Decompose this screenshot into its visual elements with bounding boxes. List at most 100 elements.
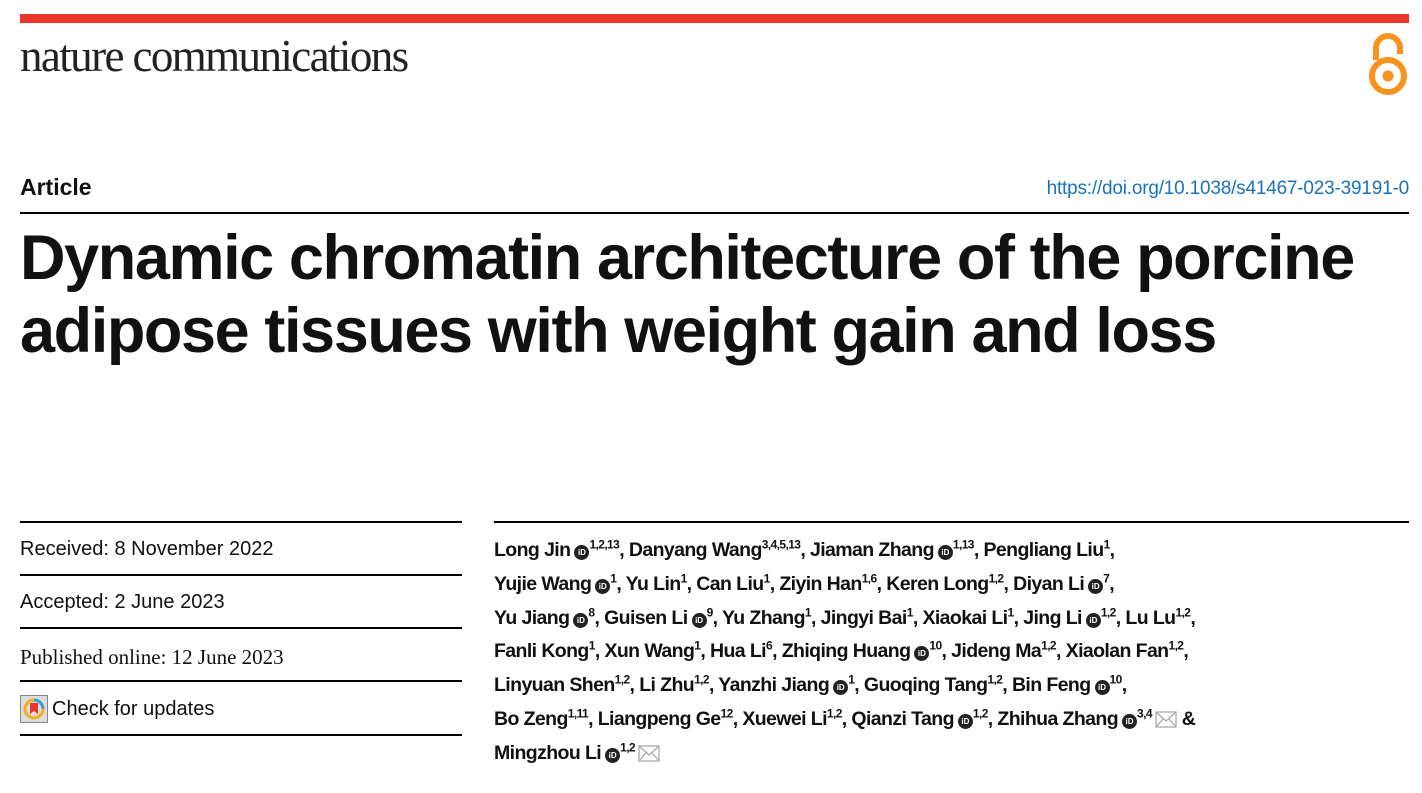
orcid-icon[interactable]: iD bbox=[1088, 578, 1104, 594]
author-name: Fanli Kong bbox=[494, 640, 589, 663]
author-separator: , bbox=[854, 674, 864, 697]
author-name: Yanzhi Jiang bbox=[718, 674, 830, 697]
author[interactable]: Pengliang Liu1 bbox=[984, 539, 1111, 562]
author-separator: , bbox=[1013, 606, 1024, 629]
orcid-icon[interactable]: iD bbox=[833, 680, 849, 696]
divider bbox=[20, 574, 462, 576]
check-for-updates-icon bbox=[20, 695, 48, 723]
author[interactable]: Jideng Ma1,2 bbox=[951, 640, 1056, 663]
author-name: Yu Zhang bbox=[721, 606, 806, 629]
affiliation-superscript: 10 bbox=[1109, 672, 1123, 687]
author[interactable]: Keren Long1,2 bbox=[886, 572, 1004, 595]
affiliation-superscript: 8 bbox=[588, 605, 595, 620]
author-separator: , bbox=[712, 606, 722, 629]
author[interactable]: Jing Li iD1,2 bbox=[1023, 605, 1116, 629]
affiliation-superscript: 1 bbox=[1007, 605, 1015, 620]
orcid-icon[interactable]: iD bbox=[1085, 612, 1101, 628]
affiliation-superscript: 9 bbox=[706, 605, 714, 620]
author-separator: , bbox=[841, 707, 852, 730]
author-separator: , bbox=[941, 640, 952, 663]
author[interactable]: Danyang Wang3,4,5,13 bbox=[629, 539, 801, 562]
author[interactable]: Fanli Kong1 bbox=[494, 640, 595, 663]
affiliation-superscript: 1,2 bbox=[1100, 605, 1116, 620]
orcid-icon[interactable]: iD bbox=[914, 646, 930, 662]
author[interactable]: Yu Jiang iD8 bbox=[494, 605, 595, 629]
orcid-icon[interactable]: iD bbox=[937, 545, 953, 560]
author-name: Bo Zeng bbox=[494, 707, 568, 730]
doi-link[interactable]: https://doi.org/10.1038/s41467-023-39191… bbox=[1046, 178, 1410, 199]
author-separator: , bbox=[769, 572, 780, 595]
author-separator: , bbox=[594, 640, 605, 663]
author[interactable]: Zhihua Zhang iD3,4 bbox=[997, 707, 1177, 730]
affiliation-superscript: 1 bbox=[680, 571, 688, 586]
author[interactable]: Xiaokai Li1 bbox=[922, 605, 1015, 629]
author-name: Xiaolan Fan bbox=[1065, 640, 1169, 663]
author[interactable]: Liangpeng Ge12 bbox=[598, 707, 734, 730]
author-separator: & bbox=[1176, 707, 1196, 730]
affiliation-superscript: 1 bbox=[848, 672, 855, 687]
email-icon[interactable] bbox=[638, 741, 660, 771]
author[interactable]: Jiaman Zhang iD1,13 bbox=[810, 539, 974, 562]
orcid-icon[interactable]: iD bbox=[605, 747, 621, 763]
author[interactable]: Can Liu1 bbox=[696, 572, 770, 595]
author-separator: , bbox=[708, 674, 719, 697]
divider bbox=[20, 680, 462, 682]
accepted-date: Accepted: 2 June 2023 bbox=[20, 591, 225, 613]
author-name: Ziyin Han bbox=[779, 572, 862, 595]
author-separator: , bbox=[1183, 640, 1189, 663]
author[interactable]: Lu Lu1,2 bbox=[1125, 606, 1191, 629]
author[interactable]: Xiaolan Fan1,2 bbox=[1065, 640, 1184, 663]
affiliation-superscript: 1,2 bbox=[614, 672, 630, 687]
author[interactable]: Long Jin iD1,2,13 bbox=[494, 537, 620, 562]
author[interactable]: Guisen Li iD9 bbox=[604, 605, 714, 629]
journal-name[interactable]: nature communications bbox=[20, 31, 409, 81]
email-icon[interactable] bbox=[1155, 707, 1177, 737]
affiliation-superscript: 6 bbox=[765, 638, 773, 653]
author-separator: , bbox=[772, 640, 782, 663]
author[interactable]: Zhiqing Huang iD10 bbox=[782, 640, 942, 663]
author-line: Long Jin iD1,2,13, Danyang Wang3,4,5,13, … bbox=[494, 535, 1195, 569]
author-separator: , bbox=[700, 640, 710, 663]
author-name: Li Zhu bbox=[639, 674, 695, 697]
author-separator: , bbox=[810, 606, 821, 629]
divider bbox=[20, 521, 462, 523]
author[interactable]: Bin Feng iD10 bbox=[1012, 672, 1123, 697]
author[interactable]: Xun Wang1 bbox=[604, 640, 700, 663]
author-name: Hua Li bbox=[709, 640, 767, 663]
orcid-icon[interactable]: iD bbox=[573, 612, 589, 628]
author[interactable]: Guoqing Tang1,2 bbox=[864, 674, 1003, 697]
author-name: Yu Lin bbox=[625, 572, 682, 595]
orcid-icon[interactable]: iD bbox=[957, 713, 973, 729]
author[interactable]: Qianzi Tang iD1,2 bbox=[851, 707, 988, 730]
author[interactable]: Yu Lin1 bbox=[625, 571, 688, 595]
author[interactable]: Diyan Li iD7 bbox=[1013, 571, 1110, 595]
affiliation-superscript: 7 bbox=[1103, 571, 1110, 586]
orcid-icon[interactable]: iD bbox=[691, 612, 707, 628]
author[interactable]: Linyuan Shen1,2 bbox=[494, 672, 630, 697]
author[interactable]: Yujie Wang iD1 bbox=[494, 572, 617, 595]
affiliation-superscript: 1,2,13 bbox=[589, 537, 620, 552]
orcid-icon[interactable]: iD bbox=[574, 545, 590, 560]
author[interactable]: Jingyi Bai1 bbox=[821, 606, 914, 629]
author-name: Diyan Li bbox=[1013, 572, 1085, 595]
divider bbox=[20, 627, 462, 629]
author-separator: , bbox=[1002, 674, 1012, 697]
open-access-lock-icon bbox=[1366, 30, 1410, 98]
orcid-icon[interactable]: iD bbox=[595, 578, 611, 594]
author[interactable]: Yu Zhang1 bbox=[721, 606, 812, 629]
author-name: Qianzi Tang bbox=[851, 707, 954, 730]
author-name: Can Liu bbox=[696, 572, 764, 595]
author-name: Yu Jiang bbox=[494, 606, 570, 629]
check-for-updates-label: Check for updates bbox=[52, 697, 215, 720]
author[interactable]: Bo Zeng1,11 bbox=[494, 707, 589, 730]
author[interactable]: Hua Li6 bbox=[709, 638, 773, 663]
author[interactable]: Li Zhu1,2 bbox=[639, 674, 709, 697]
orcid-icon[interactable]: iD bbox=[1094, 680, 1110, 696]
author[interactable]: Xuewei Li1,2 bbox=[742, 707, 842, 730]
author-name: Keren Long bbox=[886, 572, 989, 595]
author[interactable]: Ziyin Han1,6 bbox=[779, 572, 877, 595]
check-for-updates-button[interactable]: Check for updates bbox=[20, 695, 214, 723]
author[interactable]: Yanzhi Jiang iD1 bbox=[718, 672, 855, 697]
orcid-icon[interactable]: iD bbox=[1122, 713, 1138, 729]
author[interactable]: Mingzhou Li iD1,2 bbox=[494, 741, 660, 764]
